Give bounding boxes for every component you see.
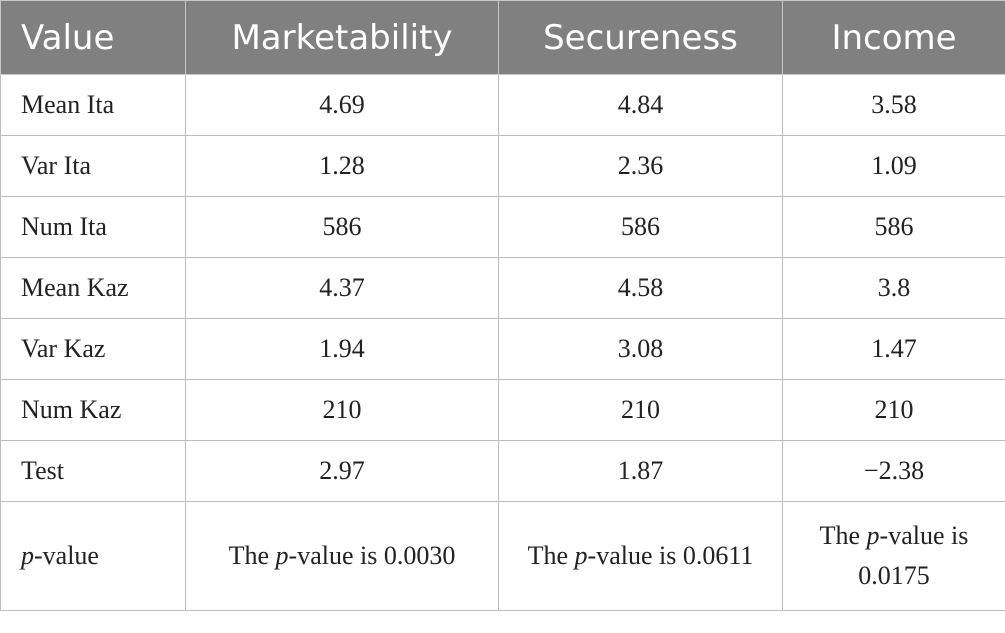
table-cell: −2.38	[782, 440, 1005, 502]
header-cell: Income	[782, 0, 1005, 75]
text-run: The	[819, 521, 867, 550]
table-cell: 1.94	[185, 318, 499, 380]
table-cell: 210	[185, 379, 499, 441]
table-row: Mean Ita 4.69 4.84 3.58	[0, 74, 1005, 136]
table-cell: 3.58	[782, 74, 1005, 136]
table-cell: The p-value is 0.0030	[185, 501, 499, 611]
table-cell: 4.37	[185, 257, 499, 319]
table-cell: 4.69	[185, 74, 499, 136]
table-cell: 3.08	[498, 318, 783, 380]
italic-text: p	[275, 541, 289, 570]
table-cell: 1.87	[498, 440, 783, 502]
table-cell: 2.36	[498, 135, 783, 197]
table-cell: p-value	[0, 501, 186, 611]
table-cell: 586	[498, 196, 783, 258]
table-cell: 1.47	[782, 318, 1005, 380]
table-cell: 210	[782, 379, 1005, 441]
table-cell: 210	[498, 379, 783, 441]
table-row: Num Ita 586 586 586	[0, 196, 1005, 258]
text-run: The	[228, 541, 276, 570]
header-cell: Value	[0, 0, 186, 75]
table-body: Mean Ita 4.69 4.84 3.58 Var Ita 1.28 2.36 1.09 N…	[0, 74, 1005, 611]
table-row: Var Ita 1.28 2.36 1.09	[0, 135, 1005, 197]
table-cell: 2.97	[185, 440, 499, 502]
table-cell: 586	[782, 196, 1005, 258]
header-cell: Marketability	[185, 0, 499, 75]
italic-text: p	[21, 541, 34, 570]
table-row: Var Kaz 1.94 3.08 1.47	[0, 318, 1005, 380]
table-cell: The p-value is 0.0175	[782, 501, 1005, 611]
table-row: Num Kaz 210 210 210	[0, 379, 1005, 441]
table-cell: 3.8	[782, 257, 1005, 319]
table-cell: The p-value is 0.0611	[498, 501, 783, 611]
text-run: -value	[34, 541, 99, 570]
text-run: -value is 0.0611	[587, 541, 754, 570]
text-run: -value is 0.0175	[858, 521, 969, 590]
table-cell: Num Kaz	[0, 379, 186, 441]
data-table: Value Marketability Secureness Income Mean …	[0, 0, 1005, 611]
table-cell: 1.28	[185, 135, 499, 197]
table-cell: Test	[0, 440, 186, 502]
header-row: Value Marketability Secureness Income	[0, 0, 1005, 75]
table-row: p-value The p-value is 0.0030 The p-value …	[0, 501, 1005, 611]
table-cell: Mean Kaz	[0, 257, 186, 319]
table-cell: 1.09	[782, 135, 1005, 197]
table-cell: 4.58	[498, 257, 783, 319]
table-cell: Var Ita	[0, 135, 186, 197]
table-cell: Var Kaz	[0, 318, 186, 380]
table-cell: Mean Ita	[0, 74, 186, 136]
text-run: -value is 0.0030	[288, 541, 456, 570]
italic-text: p	[574, 541, 588, 570]
table-cell: 4.84	[498, 74, 783, 136]
table-cell: Num Ita	[0, 196, 186, 258]
table-row: Mean Kaz 4.37 4.58 3.8	[0, 257, 1005, 319]
text-run: The	[527, 541, 575, 570]
header-cell: Secureness	[498, 0, 783, 75]
table-cell: 586	[185, 196, 499, 258]
table-row: Test 2.97 1.87 −2.38	[0, 440, 1005, 502]
italic-text: p	[866, 521, 880, 550]
